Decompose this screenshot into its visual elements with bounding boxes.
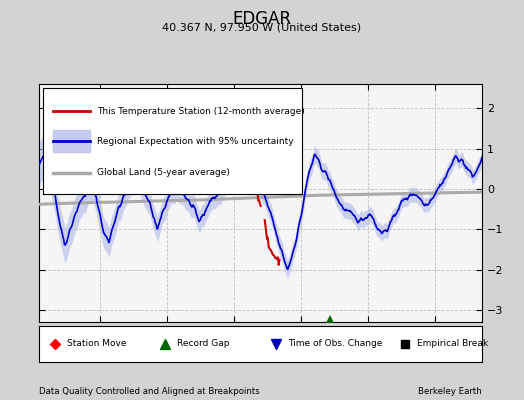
Text: 40.367 N, 97.950 W (United States): 40.367 N, 97.950 W (United States) (162, 22, 362, 32)
Text: Station Move: Station Move (67, 340, 126, 348)
Text: Berkeley Earth: Berkeley Earth (418, 387, 482, 396)
Text: Empirical Break: Empirical Break (417, 340, 488, 348)
Text: Time of Obs. Change: Time of Obs. Change (288, 340, 383, 348)
Text: Record Gap: Record Gap (178, 340, 230, 348)
Y-axis label: Temperature Anomaly (°C): Temperature Anomaly (°C) (523, 134, 524, 272)
Text: Data Quality Controlled and Aligned at Breakpoints: Data Quality Controlled and Aligned at B… (39, 387, 260, 396)
Text: Global Land (5-year average): Global Land (5-year average) (97, 168, 231, 177)
Text: Regional Expectation with 95% uncertainty: Regional Expectation with 95% uncertaint… (97, 136, 294, 146)
Text: EDGAR: EDGAR (233, 10, 291, 28)
Text: This Temperature Station (12-month average): This Temperature Station (12-month avera… (97, 107, 305, 116)
